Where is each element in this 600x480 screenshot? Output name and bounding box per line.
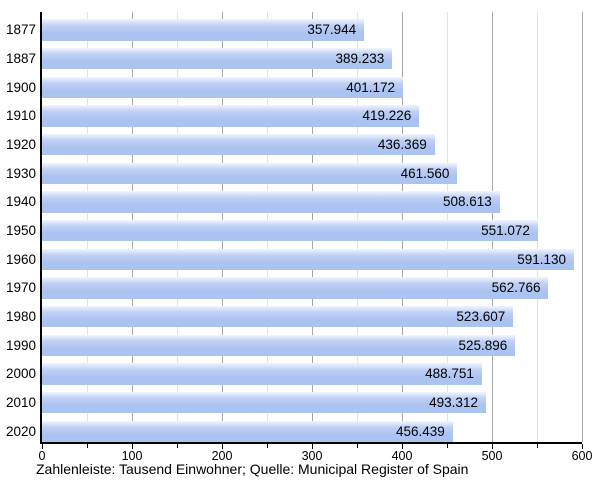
bar: 456.439: [42, 420, 453, 443]
bar: 461.560: [42, 162, 458, 185]
x-axis-tick: [266, 444, 268, 448]
year-label: 2010: [5, 394, 36, 410]
bar: 488.751: [42, 363, 482, 385]
x-axis-tick: [86, 444, 88, 448]
bar-rows: 1877 357.944 1887 389.233 1900 401.172 1910 419…: [6, 12, 582, 443]
value-label: 562.766: [491, 280, 541, 296]
bar: 401.172: [42, 76, 404, 99]
x-axis-tick-label: 100: [121, 449, 143, 463]
value-label: 551.072: [481, 222, 530, 238]
value-label: 525.896: [458, 337, 508, 353]
value-label: 436.369: [377, 136, 427, 152]
year-label: 1950: [5, 222, 36, 238]
year-label: 1980: [5, 308, 36, 324]
bar: 419.226: [42, 105, 420, 127]
year-label: 1887: [5, 50, 36, 66]
x-axis-tick: [356, 444, 358, 448]
bar-row: 2020 456.439: [6, 413, 582, 443]
x-axis-tick: [536, 444, 538, 448]
year-label: 1940: [5, 194, 36, 210]
bar: 508.613: [42, 191, 500, 213]
chart-caption: Zahlenleiste: Tausend Einwohner; Quelle:…: [36, 461, 469, 477]
bar-row: 2010 493.312: [6, 385, 582, 414]
bar-row: 1920 436.369: [6, 127, 582, 156]
value-label: 508.613: [442, 194, 492, 210]
value-label: 591.130: [517, 251, 567, 267]
year-label: 1910: [5, 108, 36, 124]
value-label: 389.233: [335, 50, 385, 66]
value-label: 493.312: [429, 394, 478, 410]
bar: 389.233: [42, 47, 393, 70]
bar: 436.369: [42, 133, 435, 156]
bar-row: 1930 461.560: [6, 155, 582, 185]
bar-row: 1950 551.072: [6, 213, 582, 242]
x-axis-tick: [446, 444, 448, 448]
bar-row: 1877 357.944: [6, 12, 582, 41]
value-label: 401.172: [346, 79, 396, 95]
year-label: 1960: [5, 251, 36, 267]
bar: 591.130: [42, 248, 575, 271]
x-axis-tick-label: 200: [211, 449, 233, 463]
x-axis-tick-label: 300: [301, 449, 323, 463]
year-label: 1990: [5, 337, 36, 353]
bar-row: 1900 401.172: [6, 69, 582, 99]
bar-row: 2000 488.751: [6, 356, 582, 385]
x-axis-tick-label: 0: [38, 449, 46, 463]
year-label: 1970: [5, 280, 36, 296]
x-axis-tick: [491, 444, 493, 449]
x-axis-tick-label: 600: [571, 449, 593, 463]
bar-row: 1940 508.613: [6, 184, 582, 213]
x-axis-tick: [311, 444, 313, 449]
x-axis-tick: [41, 444, 43, 449]
bar-row: 1980 523.607: [6, 299, 582, 328]
x-axis-tick-labels: 0 100 200 300 400 500 600: [39, 449, 593, 463]
x-axis-tick: [221, 444, 223, 449]
bar-row: 1910 419.226: [6, 98, 582, 127]
major-gridline: [581, 12, 583, 442]
x-axis-ticks: [41, 444, 583, 449]
year-label: 1900: [5, 79, 36, 95]
x-axis-tick: [581, 444, 583, 449]
value-label: 523.607: [456, 308, 506, 324]
plot-area: 1877 357.944 1887 389.233 1900 401.172 1910 419…: [6, 12, 583, 444]
year-label: 1920: [5, 136, 36, 152]
value-label: 488.751: [425, 366, 474, 382]
year-label: 2020: [5, 423, 36, 439]
bar-row: 1887 389.233: [6, 41, 582, 70]
value-label: 456.439: [395, 423, 445, 439]
bar-row: 1960 591.130: [6, 241, 582, 271]
value-label: 419.226: [362, 108, 412, 124]
bar: 523.607: [42, 305, 514, 328]
x-axis-tick: [176, 444, 178, 448]
bar: 551.072: [42, 219, 538, 242]
bar: 357.944: [42, 19, 365, 41]
bar-row: 1990 525.896: [6, 327, 582, 357]
x-axis-tick: [131, 444, 133, 449]
bar-row: 1970 562.766: [6, 270, 582, 299]
year-label: 1930: [5, 165, 36, 181]
year-label: 2000: [5, 366, 36, 382]
x-axis-tick-label: 500: [481, 449, 503, 463]
value-label: 461.560: [400, 165, 450, 181]
x-axis-tick: [401, 444, 403, 449]
x-axis-tick-label: 400: [391, 449, 413, 463]
bar: 493.312: [42, 391, 486, 414]
year-label: 1877: [5, 22, 36, 38]
bar: 525.896: [42, 334, 516, 357]
value-label: 357.944: [307, 22, 357, 38]
bar: 562.766: [42, 277, 549, 299]
